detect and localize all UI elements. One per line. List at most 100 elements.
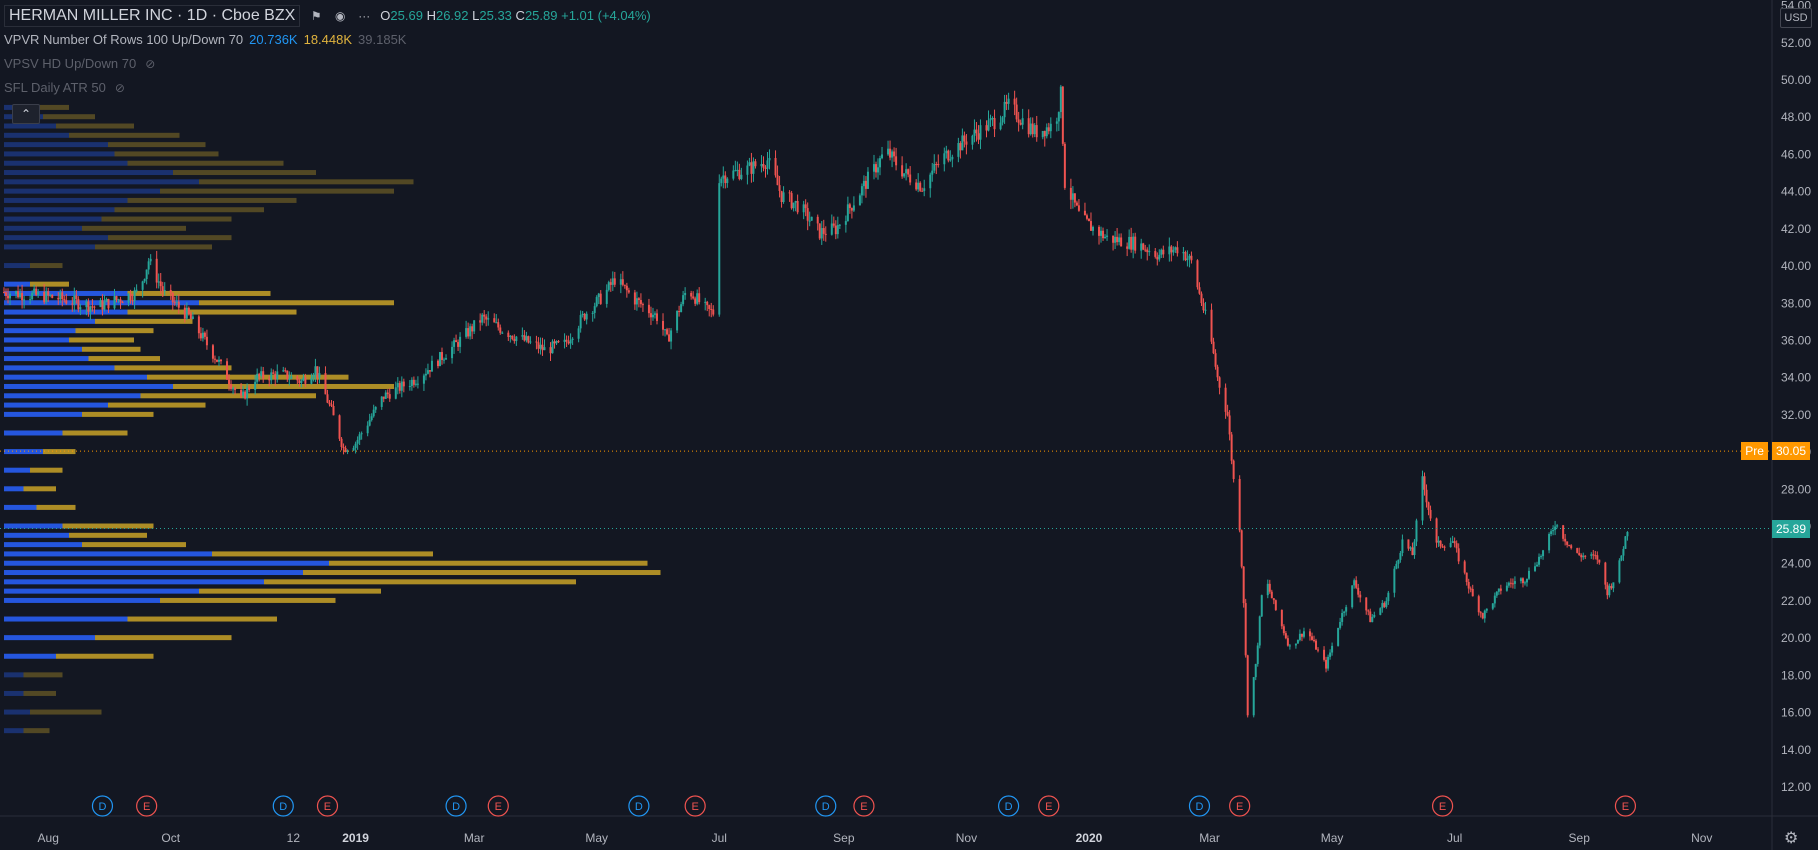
candle-body bbox=[414, 383, 417, 385]
candle-body bbox=[599, 293, 602, 304]
candle-body bbox=[240, 389, 243, 396]
earnings-marker[interactable] bbox=[316, 795, 339, 817]
candle-body bbox=[641, 304, 644, 306]
candle-body bbox=[1274, 600, 1277, 610]
candle-body bbox=[822, 228, 825, 234]
candle-body bbox=[1568, 544, 1571, 546]
candle-body bbox=[1505, 585, 1508, 591]
candle-body bbox=[487, 318, 490, 320]
candle-body bbox=[75, 295, 78, 299]
candle-body bbox=[734, 170, 737, 172]
candle-body bbox=[1270, 591, 1273, 599]
dividend-marker[interactable] bbox=[998, 795, 1020, 817]
candle-body bbox=[1315, 640, 1318, 650]
earnings-marker[interactable] bbox=[1431, 795, 1454, 817]
more-icon[interactable]: ··· bbox=[358, 9, 371, 23]
earnings-marker[interactable] bbox=[853, 795, 875, 817]
candle-body bbox=[917, 182, 920, 190]
chart-legend: HERMAN MILLER INC · 1D · Cboe BZX ⚑ ◉ ··… bbox=[4, 4, 651, 100]
profile-bar-up bbox=[4, 179, 199, 185]
candle-body bbox=[1132, 236, 1135, 250]
profile-bar-down bbox=[56, 123, 134, 129]
candle-body bbox=[1329, 652, 1332, 657]
price-axis-background bbox=[1772, 0, 1818, 850]
candle-body bbox=[1148, 251, 1151, 253]
candle-body bbox=[1200, 293, 1203, 304]
candle-body bbox=[340, 438, 343, 448]
profile-bar-up bbox=[4, 430, 63, 436]
gear-icon[interactable]: ⚙ bbox=[1784, 830, 1799, 847]
candle-body bbox=[1327, 656, 1330, 669]
profile-bar-up bbox=[4, 235, 108, 241]
candle-body bbox=[230, 384, 233, 389]
candle-body bbox=[806, 208, 809, 221]
candle-body bbox=[316, 366, 319, 378]
dividend-marker[interactable] bbox=[445, 795, 467, 817]
candle-body bbox=[1258, 616, 1261, 646]
candle-body bbox=[1254, 663, 1257, 678]
candle-body bbox=[49, 294, 52, 296]
candle-body bbox=[637, 298, 640, 301]
eye-hidden-icon[interactable]: ⊘ bbox=[114, 81, 125, 95]
dividend-marker[interactable] bbox=[1188, 795, 1211, 817]
indicator-vpvr-total-volume: 39.185K bbox=[358, 32, 407, 47]
candle-body bbox=[651, 314, 654, 318]
currency-label[interactable]: USD bbox=[1780, 8, 1812, 28]
candle-body bbox=[889, 148, 892, 158]
candle-body bbox=[923, 188, 926, 191]
candle-body bbox=[1359, 594, 1362, 598]
candle-body bbox=[653, 313, 656, 315]
candle-body bbox=[380, 396, 383, 407]
indicator-atr[interactable]: SFL Daily ATR 50 ⊘ bbox=[4, 76, 651, 100]
earnings-marker[interactable] bbox=[1614, 795, 1637, 817]
candle-body bbox=[623, 284, 626, 286]
profile-bar-up bbox=[4, 728, 24, 734]
candle-body bbox=[1294, 643, 1297, 646]
earnings-marker[interactable] bbox=[136, 795, 158, 817]
candle-body bbox=[1594, 555, 1597, 557]
candle-body bbox=[7, 295, 10, 299]
price-tick-label: 12.00 bbox=[1781, 780, 1811, 794]
collapse-indicators-button[interactable]: ⌃ bbox=[12, 104, 40, 124]
profile-bar-down bbox=[127, 160, 284, 166]
dividend-marker[interactable] bbox=[815, 795, 837, 817]
candle-body bbox=[424, 373, 427, 376]
candle-body bbox=[1387, 592, 1390, 602]
eye-icon[interactable]: ◉ bbox=[335, 9, 346, 23]
dividend-marker[interactable] bbox=[91, 795, 114, 817]
indicator-vpvr[interactable]: VPVR Number Of Rows 100 Up/Down 70 20.73… bbox=[4, 28, 651, 52]
candle-body bbox=[1499, 588, 1502, 591]
candle-body bbox=[1455, 543, 1458, 549]
candle-body bbox=[720, 178, 723, 184]
profile-bar-up bbox=[4, 467, 30, 473]
candle-body bbox=[585, 313, 588, 320]
candle-body bbox=[746, 165, 749, 175]
candle-body bbox=[298, 380, 301, 383]
candle-body bbox=[77, 298, 80, 310]
candle-body bbox=[173, 302, 176, 304]
earnings-marker[interactable] bbox=[1229, 795, 1251, 817]
profile-bar-down bbox=[75, 328, 154, 334]
dividend-marker[interactable] bbox=[272, 795, 294, 817]
candle-body bbox=[191, 316, 194, 320]
symbol-title[interactable]: HERMAN MILLER INC · 1D · Cboe BZX bbox=[4, 5, 301, 27]
candle-body bbox=[989, 118, 992, 121]
flag-icon[interactable]: ⚑ bbox=[310, 9, 322, 23]
indicator-vpsv[interactable]: VPSV HD Up/Down 70 ⊘ bbox=[4, 52, 651, 76]
candle-body bbox=[830, 223, 833, 235]
candle-body bbox=[680, 304, 683, 313]
price-axis[interactable]: 12.0014.0016.0018.0020.0022.0024.0026.00… bbox=[1772, 0, 1818, 850]
dividend-marker[interactable] bbox=[628, 795, 650, 817]
eye-hidden-icon[interactable]: ⊘ bbox=[145, 57, 156, 71]
earnings-marker[interactable] bbox=[1038, 795, 1060, 817]
earnings-marker[interactable] bbox=[684, 795, 706, 817]
candle-body bbox=[553, 341, 556, 344]
time-tick-label: Mar bbox=[464, 831, 485, 845]
candle-body bbox=[1536, 564, 1539, 567]
profile-bar-up bbox=[4, 542, 82, 548]
earnings-marker[interactable] bbox=[487, 795, 509, 817]
candle-body bbox=[400, 381, 403, 391]
